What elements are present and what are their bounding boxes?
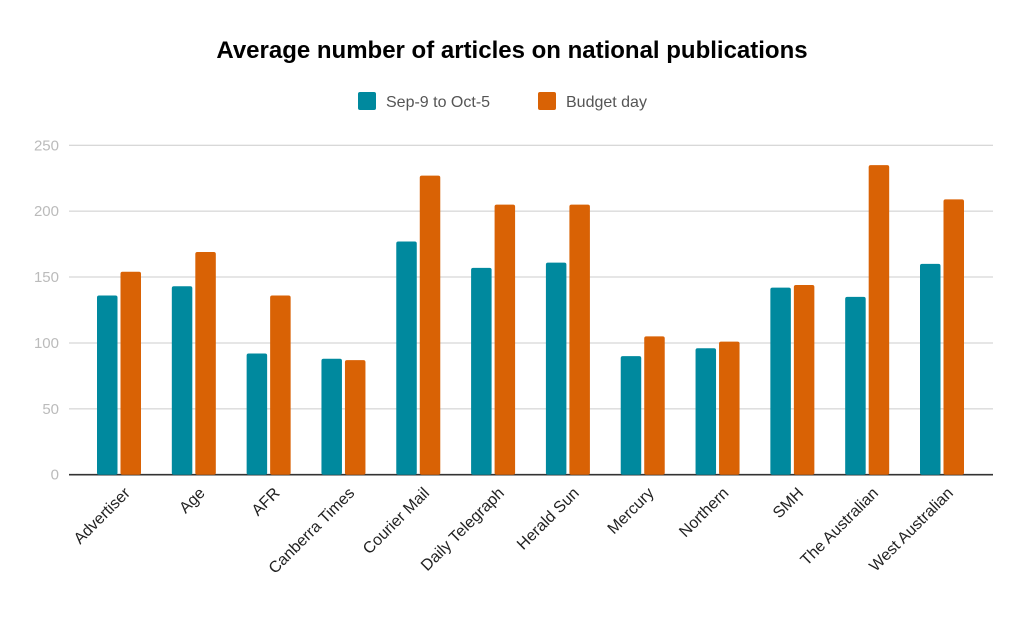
x-tick-label: Mercury	[605, 485, 658, 538]
x-tick-label: Northern	[676, 485, 732, 541]
x-tick-label: Age	[176, 485, 208, 517]
x-tick-label: SMH	[770, 485, 807, 522]
x-tick-label: Courier Mail	[360, 485, 433, 558]
bar-budget-day	[943, 199, 964, 475]
y-tick-label: 200	[34, 203, 59, 220]
bar-sep-oct	[695, 348, 717, 475]
bar-sep-oct	[396, 241, 417, 475]
bar-budget-day	[195, 252, 216, 475]
x-tick-label: Advertiser	[71, 484, 134, 547]
bar-sep-oct	[471, 267, 492, 475]
legend: Sep-9 to Oct-5 Budget day	[358, 92, 647, 111]
x-tick-label: Herald Sun	[514, 485, 583, 554]
bar-budget-day	[793, 284, 815, 475]
bar-sep-oct	[321, 358, 342, 475]
bar-budget-day	[494, 204, 516, 475]
y-tick-label: 0	[51, 467, 59, 484]
bar-sep-oct	[845, 296, 866, 475]
bar-budget-day	[719, 341, 740, 475]
chart-title: Average number of articles on national p…	[216, 37, 807, 64]
bar-sep-oct	[97, 295, 118, 475]
bar-budget-day	[569, 204, 590, 475]
bar-budget-day	[868, 165, 890, 475]
legend-swatch	[538, 92, 556, 110]
legend-label: Budget day	[566, 94, 647, 111]
legend-swatch	[358, 92, 376, 110]
bars	[97, 165, 964, 475]
y-tick-label: 250	[34, 137, 59, 154]
x-tick-label: AFR	[249, 485, 284, 520]
bar-budget-day	[644, 336, 665, 475]
bar-budget-day	[270, 295, 291, 475]
bar-sep-oct	[620, 356, 642, 475]
bar-sep-oct	[770, 287, 791, 475]
y-tick-label: 150	[34, 269, 59, 286]
bar-budget-day	[419, 175, 441, 475]
bar-budget-day	[120, 271, 141, 475]
bar-sep-oct	[171, 286, 193, 475]
y-tick-label: 50	[42, 401, 59, 418]
gridlines: 0 50 100 150 200 250	[34, 137, 993, 484]
bar-sep-oct	[920, 263, 941, 475]
y-tick-label: 100	[34, 335, 59, 352]
bar-sep-oct	[246, 353, 268, 475]
legend-label: Sep-9 to Oct-5	[386, 94, 490, 111]
x-tick-label: The Australian	[798, 485, 882, 569]
bar-sep-oct	[545, 262, 567, 475]
bar-budget-day	[344, 360, 366, 475]
